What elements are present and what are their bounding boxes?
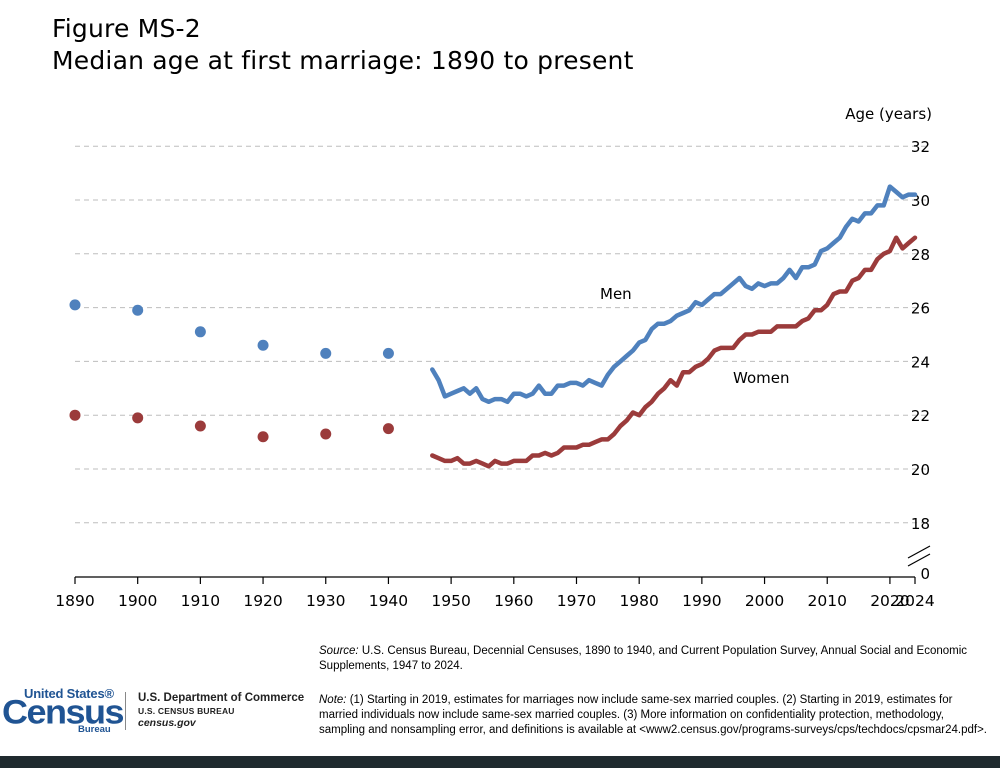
- x-axis-labels: 1890 1900 1910 1920 1930 1940 1950 1960 1970 1980…: [55, 592, 934, 610]
- axis-break-mark: [907, 553, 931, 567]
- note-text: (1) Starting in 2019, estimates for marr…: [319, 694, 987, 736]
- x-tick-label: 1910: [181, 592, 220, 610]
- census-logo: United States® Census Bureau: [2, 686, 125, 735]
- source-note: Source: U.S. Census Bureau, Decennial Ce…: [319, 644, 991, 674]
- women-decennial-point: [69, 409, 81, 421]
- men-decennial-point: [132, 304, 144, 316]
- logo-divider: [125, 692, 126, 730]
- y-tick-label: 24: [911, 353, 930, 371]
- men-series-label: Men: [600, 285, 632, 303]
- x-tick-label: 2024: [895, 592, 934, 610]
- y-axis-title: Age (years): [845, 105, 932, 123]
- y-tick-label: 22: [911, 407, 930, 425]
- men-decennial-point: [194, 326, 206, 338]
- x-tick-label: 1960: [494, 592, 533, 610]
- y-tick-label: 20: [911, 461, 930, 479]
- x-tick-label: 2000: [745, 592, 784, 610]
- x-tick-label: 1980: [619, 592, 658, 610]
- os-taskbar: [0, 756, 1000, 768]
- women-decennial-point: [132, 412, 144, 424]
- women-series-line: [430, 235, 918, 469]
- x-axis: [74, 545, 931, 584]
- men-decennial-point: [257, 339, 269, 351]
- department-block: U.S. Department of Commerce U.S. CENSUS …: [138, 692, 304, 729]
- x-tick-label: 1990: [682, 592, 721, 610]
- series-layer: [69, 184, 918, 469]
- figure-label: Figure MS-2: [52, 14, 201, 43]
- men-series-line: [430, 184, 918, 405]
- census-url: census.gov: [138, 717, 196, 729]
- source-label: Source:: [319, 645, 359, 657]
- logo-bureau: Bureau: [78, 724, 111, 735]
- y-tick-label: 32: [911, 138, 930, 156]
- logo-united-states: United States®: [24, 686, 114, 701]
- x-tick-label: 2020: [870, 592, 909, 610]
- y-tick-label: 26: [911, 300, 930, 318]
- source-text: U.S. Census Bureau, Decennial Censuses, …: [319, 645, 968, 672]
- men-decennial-point: [320, 347, 332, 359]
- axis-break-mark: [907, 545, 931, 559]
- y-tick-label: 18: [911, 515, 930, 533]
- gridlines: [75, 145, 928, 524]
- bureau-name: U.S. CENSUS BUREAU: [138, 706, 235, 716]
- footnote: Note: (1) Starting in 2019, estimates fo…: [319, 693, 991, 738]
- x-tick-label: 1890: [55, 592, 94, 610]
- women-decennial-point: [320, 428, 332, 440]
- x-tick-label: 1930: [306, 592, 345, 610]
- department-name: U.S. Department of Commerce: [138, 692, 305, 704]
- chart-title: Median age at first marriage: 1890 to pr…: [52, 46, 634, 75]
- y-tick-label: 28: [911, 246, 930, 264]
- y-tick-label: 0: [920, 565, 930, 583]
- women-decennial-point: [257, 431, 269, 443]
- men-decennial-point: [69, 299, 81, 311]
- x-tick-label: 1950: [431, 592, 470, 610]
- note-label: Note:: [319, 694, 347, 706]
- logo-census: Census: [2, 692, 125, 731]
- x-tick-label: 1900: [118, 592, 157, 610]
- x-tick-label: 1970: [557, 592, 596, 610]
- x-tick-label: 2010: [808, 592, 847, 610]
- women-series-label: Women: [733, 369, 789, 387]
- women-decennial-point: [194, 420, 206, 432]
- women-decennial-point: [382, 423, 394, 435]
- men-decennial-point: [382, 347, 394, 359]
- x-tick-label: 1940: [369, 592, 408, 610]
- x-tick-label: 1920: [243, 592, 282, 610]
